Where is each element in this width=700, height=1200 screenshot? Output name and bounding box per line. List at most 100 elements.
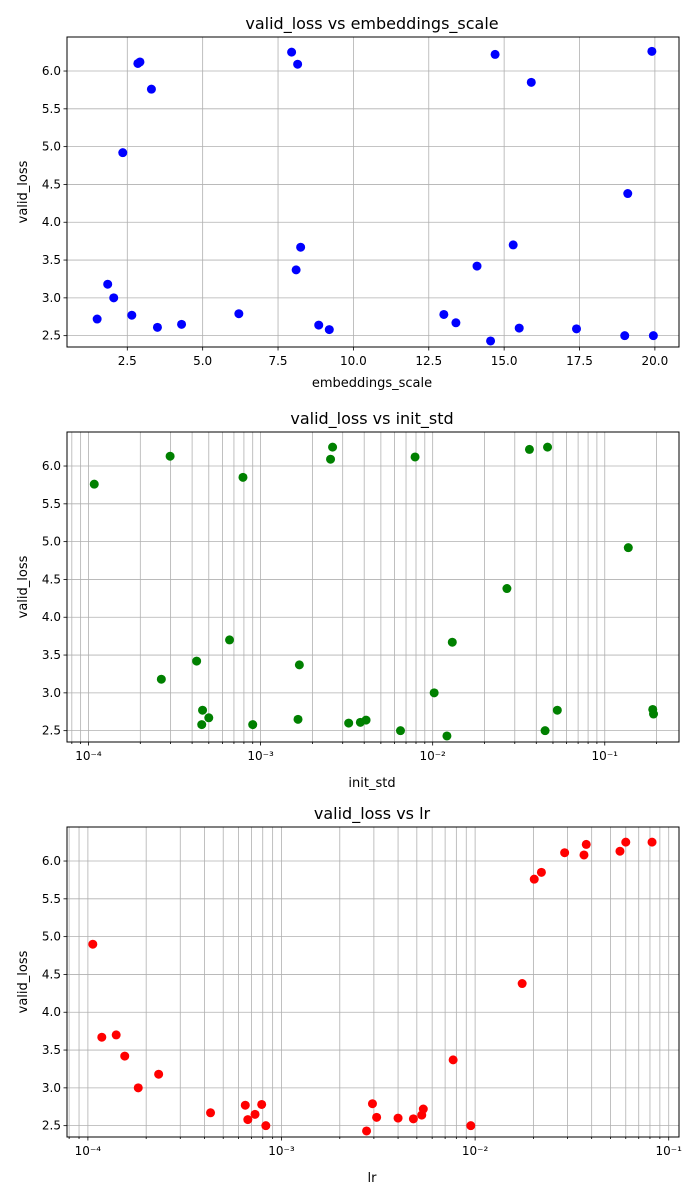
y-tick-label: 3.0 <box>42 291 61 305</box>
scatter-point <box>648 331 658 341</box>
scatter-point <box>367 1099 377 1109</box>
scatter-point <box>240 1100 250 1110</box>
y-tick-label: 4.5 <box>42 967 61 981</box>
scatter-point <box>326 454 336 464</box>
x-tick-label: 15.0 <box>491 354 518 368</box>
scatter-point <box>447 637 457 647</box>
y-tick-label: 2.5 <box>42 1119 61 1133</box>
scatter-point <box>118 148 128 158</box>
y-tick-label: 5.5 <box>42 497 61 511</box>
y-tick-label: 5.0 <box>42 140 61 154</box>
scatter-point <box>490 49 500 59</box>
scatter-points <box>89 442 659 741</box>
scatter-point <box>647 46 657 56</box>
grid <box>63 827 679 1141</box>
scatter-point <box>257 1099 267 1109</box>
scatter-point <box>165 451 175 461</box>
scatter-point <box>261 1121 271 1131</box>
scatter-point <box>197 720 207 730</box>
scatter-point <box>88 939 98 949</box>
chart-title: valid_loss vs init_std <box>290 409 453 429</box>
scatter-point <box>472 261 482 271</box>
scatter-point <box>620 331 630 341</box>
y-tick-label: 5.0 <box>42 930 61 944</box>
scatter-point <box>486 336 496 346</box>
y-tick-label: 4.0 <box>42 1005 61 1019</box>
scatter-point <box>89 479 99 489</box>
scatter-point <box>291 265 301 275</box>
y-tick-label: 3.5 <box>42 1043 61 1057</box>
x-axis-label: init_std <box>348 776 395 791</box>
scatter-point <box>615 846 625 856</box>
scatter-point <box>225 635 235 645</box>
x-tick-label: 12.5 <box>415 354 442 368</box>
scatter-point <box>581 839 591 849</box>
y-tick-label: 3.5 <box>42 648 61 662</box>
scatter-point <box>429 688 439 698</box>
scatter-point <box>529 874 539 884</box>
scatter-point <box>287 47 297 57</box>
scatter-point <box>536 867 546 877</box>
scatter-point <box>328 442 338 452</box>
y-tick-label: 6.0 <box>42 459 61 473</box>
x-axis-label: embeddings_scale <box>312 376 432 391</box>
scatter-point <box>579 850 589 860</box>
y-tick-label: 2.5 <box>42 329 61 343</box>
scatter-point <box>243 1115 253 1125</box>
y-tick-label: 2.5 <box>42 724 61 738</box>
chart-title: valid_loss vs lr <box>314 804 431 824</box>
y-tick-label: 4.0 <box>42 215 61 229</box>
scatter-point <box>517 979 527 989</box>
y-axis-label: valid_loss <box>16 555 31 618</box>
scatter-point <box>296 242 306 252</box>
y-tick-label: 6.0 <box>42 64 61 78</box>
scatter-point <box>526 77 536 87</box>
x-tick-label: 17.5 <box>566 354 593 368</box>
scatter-point <box>395 726 405 736</box>
scatter-point <box>156 674 166 684</box>
scatter-point <box>135 57 145 67</box>
scatter-point <box>418 1104 428 1114</box>
scatter-point <box>571 324 581 334</box>
scatter-point <box>146 84 156 94</box>
scatter-point <box>127 310 137 320</box>
scatter-point <box>250 1109 260 1119</box>
scatter-point <box>552 705 562 715</box>
grid <box>63 37 679 351</box>
scatter-point <box>154 1069 164 1079</box>
scatter-point <box>508 240 518 250</box>
y-tick-label: 5.5 <box>42 892 61 906</box>
x-tick-label: 10⁻⁴ <box>75 749 102 763</box>
scatter-point <box>393 1113 403 1123</box>
x-tick-label: 5.0 <box>193 354 212 368</box>
scatter-point <box>560 848 570 858</box>
x-tick-label: 7.5 <box>268 354 287 368</box>
y-tick-label: 4.5 <box>42 572 61 586</box>
scatter-point <box>451 318 461 328</box>
x-tick-label: 10.0 <box>340 354 367 368</box>
scatter-point <box>372 1112 382 1122</box>
scatter-point <box>97 1032 107 1042</box>
scatter-point <box>543 442 553 452</box>
scatter-point <box>621 837 631 847</box>
scatter-point <box>92 314 102 324</box>
plot-frame <box>66 431 680 743</box>
y-tick-label: 3.5 <box>42 253 61 267</box>
scatter-point <box>293 714 303 724</box>
scatter-point <box>623 189 633 199</box>
y-tick-label: 4.5 <box>42 177 61 191</box>
y-axis-label: valid_loss <box>16 950 31 1013</box>
chart-title: valid_loss vs embeddings_scale <box>245 14 498 34</box>
scatter-point <box>204 713 214 723</box>
scatter-point <box>192 656 202 666</box>
scatter-point <box>314 320 324 330</box>
scatter-point <box>410 452 420 462</box>
y-axis-label: valid_loss <box>16 160 31 223</box>
x-tick-label: 10⁻¹ <box>656 1144 683 1158</box>
x-tick-label: 10⁻² <box>419 749 446 763</box>
scatter-point <box>649 709 659 719</box>
scatter-point <box>103 279 113 289</box>
grid <box>63 432 679 746</box>
scatter-point <box>206 1108 216 1118</box>
